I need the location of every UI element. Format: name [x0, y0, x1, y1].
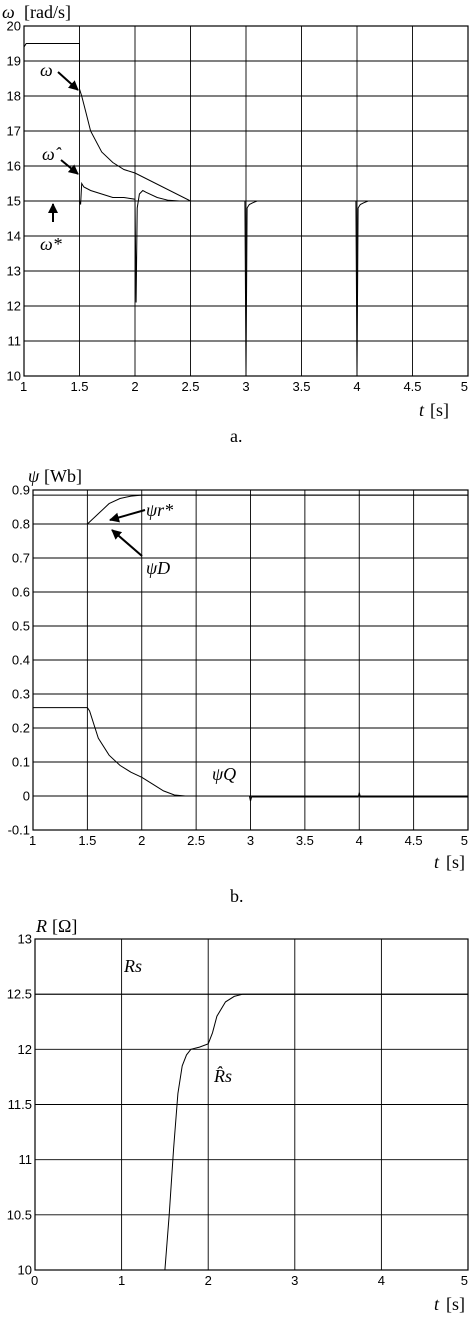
panel-c-ylabel-symbol: R: [35, 916, 47, 936]
panel-c-xlabel-unit: [s]: [446, 1294, 465, 1314]
panel-b-xtick-label: 1.5: [78, 833, 96, 848]
panel-a-series-2-line: [24, 181, 468, 377]
panel-a-ylabel-symbol: ω: [2, 2, 15, 22]
panel-b-ytick-label: 0.5: [12, 619, 30, 634]
annotation-psi-q: ψQ: [212, 764, 236, 784]
annotation-omega-arrow: [57, 71, 79, 91]
panel-a-xtick-label: 1.5: [70, 379, 88, 394]
panel-b-ytick-label: 0.7: [12, 551, 30, 566]
panel-c-xtick-label: 5: [461, 1273, 468, 1288]
panel-a-ytick-label: 13: [7, 264, 21, 279]
panel-a-xlabel: t [s]: [419, 400, 449, 420]
panel-a-xtick-label: 4: [353, 379, 360, 394]
annotation-rs: Rs: [123, 956, 142, 976]
panel-c-ylabel: R [Ω]: [35, 916, 77, 936]
panel-c-series-2-line: [164, 993, 468, 1271]
panel-b-caption: b.: [230, 886, 244, 906]
panel-b-xtick-label: 1: [29, 833, 36, 848]
panel-c-xtick-label: 2: [205, 1273, 212, 1288]
annotation-psi-r-ref-arrow: [109, 509, 146, 523]
panel-b-ylabel-symbol: ψ: [28, 466, 40, 486]
annotation-rs-hat: R̂s: [213, 1066, 232, 1086]
panel-a-ytick-label: 18: [7, 89, 21, 104]
panel-a-xtick-label: 3.5: [292, 379, 310, 394]
panel-c-xtick-label: 0: [31, 1273, 38, 1288]
panel-b-series-3-line: [33, 707, 468, 802]
panel-c-ytick-label: 11: [19, 1152, 33, 1167]
annotation-psi-r-ref: ψr*: [146, 500, 173, 520]
panel-b-frame: [32, 489, 469, 831]
panel-b-xlabel-symbol: t: [434, 852, 440, 872]
panel-c-ytick-label: 13: [18, 932, 32, 947]
annotation-omega-hat-arrow: [60, 159, 79, 175]
panel-b-ylabel-unit: [Wb]: [44, 466, 82, 486]
panel-a-ytick-label: 19: [7, 54, 21, 69]
annotation-omega-hat: ω̂: [42, 144, 62, 164]
panel-c-ytick-label: 10: [18, 1263, 32, 1278]
panel-b-ytick-label: 0.2: [12, 721, 30, 736]
panel-c-ytick-label: 12: [18, 1042, 32, 1057]
panel-c-xtick-label: 3: [291, 1273, 298, 1288]
panel-a-omega: 10 11 12 13 14 15 16 17 18 19 20 1 1.5 2 2.5 3 3.5 4 4.5 5…: [2, 2, 469, 446]
panel-b-flux: -0.1 0 0.1 0.2 0.3 0.4 0.5 0.6 0.7 0.8 0.9 1 1.5 2 2.…: [8, 466, 469, 906]
panel-a-ytick-label: 14: [7, 229, 21, 244]
panel-a-xtick-label: 3: [242, 379, 249, 394]
panel-a-xlabel-symbol: t: [419, 400, 425, 420]
panel-a-ytick-label: 20: [7, 19, 21, 34]
annotation-psi-d: ψD: [146, 558, 170, 578]
panel-a-series-1-line: [23, 43, 468, 202]
panel-a-ylabel-unit: [rad/s]: [24, 2, 71, 22]
panel-b-xtick-label: 4: [356, 833, 363, 848]
annotation-omega-ref: ω*: [40, 234, 62, 254]
panel-b-ylabel: ψ [Wb]: [28, 466, 82, 486]
panel-b-xlabel: t [s]: [434, 852, 465, 872]
panel-b-xtick-label: 5: [461, 833, 468, 848]
panel-a-ylabel: ω [rad/s]: [2, 2, 71, 22]
panel-b-series-2-line: [33, 494, 468, 525]
panel-c-frame: [34, 938, 469, 1271]
panel-c-xtick-label: 4: [378, 1273, 385, 1288]
panel-c-ylabel-unit: [Ω]: [52, 916, 77, 936]
panel-c-ytick-label: 12.5: [7, 987, 32, 1002]
panel-c-ytick-label: 11.5: [8, 1097, 32, 1112]
panel-b-xtick-label: 2: [138, 833, 145, 848]
panel-b-ytick-label: 0: [23, 789, 30, 804]
panel-a-caption: a.: [230, 426, 243, 446]
panel-a-xtick-label: 2.5: [181, 379, 199, 394]
panel-c-ytick-label: 10.5: [7, 1207, 32, 1222]
panel-b-ytick-label: 0.4: [12, 653, 30, 668]
panel-b-ytick-label: 0.3: [12, 687, 30, 702]
panel-a-xlabel-unit: [s]: [430, 400, 449, 420]
panel-b-ytick-label: 0.8: [12, 517, 30, 532]
panel-b-xtick-label: 2.5: [187, 833, 205, 848]
panel-a-ytick-label: 10: [7, 369, 21, 384]
annotation-psi-d-arrow: [111, 529, 143, 557]
panel-b-ytick-label: -0.1: [8, 823, 30, 838]
panel-b-ytick-label: 0.9: [12, 483, 30, 498]
panel-a-ytick-label: 11: [8, 334, 22, 349]
panel-b-ytick-label: 0.1: [12, 755, 30, 770]
panel-b-ytick-label: 0.6: [12, 585, 30, 600]
panel-b-xlabel-unit: [s]: [446, 852, 465, 872]
panel-b-xtick-label: 4.5: [405, 833, 423, 848]
panel-b-xtick-label: 3.5: [296, 833, 314, 848]
panel-a-ytick-label: 12: [7, 299, 21, 314]
panel-c-xtick-label: 1: [118, 1273, 125, 1288]
panel-a-xtick-label: 5: [461, 379, 468, 394]
panel-a-ytick-label: 16: [7, 159, 21, 174]
panel-a-ytick-label: 15: [7, 194, 21, 209]
panel-a-frame: [23, 25, 469, 377]
panel-a-xtick-label: 4.5: [403, 379, 421, 394]
panel-a-xtick-label: 2: [131, 379, 138, 394]
panel-b-xtick-label: 3: [247, 833, 254, 848]
panel-a-xtick-label: 1: [20, 379, 27, 394]
annotation-omega: ω: [40, 60, 53, 80]
panel-a-ytick-label: 17: [7, 124, 21, 139]
panel-c-xlabel-symbol: t: [434, 1294, 440, 1314]
panel-c-xlabel: t [s]: [434, 1294, 465, 1314]
